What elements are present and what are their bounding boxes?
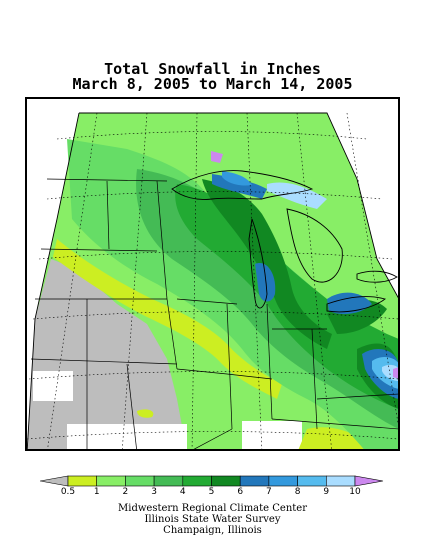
legend-swatch xyxy=(211,475,241,487)
legend-tick-label: 5 xyxy=(208,487,215,497)
legend-swatch xyxy=(268,475,298,487)
snowfall-zone-7-8 xyxy=(222,171,252,186)
color-scale-legend: 0.5 1 2 3 4 5 6 7 8 9 10 xyxy=(40,474,385,500)
snowfall-zone-5-6 xyxy=(202,179,332,349)
legend-tick-label: 6 xyxy=(237,487,244,497)
snowfall-zone-6-7 xyxy=(255,263,276,302)
state-boundaries xyxy=(30,178,398,449)
legend-swatch xyxy=(153,475,184,487)
legend-tick-label: 0.5 xyxy=(60,487,76,497)
snowfall-zone-0.5-1 xyxy=(137,409,154,418)
legend-swatch xyxy=(125,475,155,487)
no-data-patch xyxy=(33,371,73,401)
snowfall-zone-0.5-1 xyxy=(53,239,282,399)
legend-swatch xyxy=(67,475,98,487)
legend-swatch xyxy=(325,475,356,487)
credit-line3: Champaign, Illinois xyxy=(163,525,262,536)
snowfall-map xyxy=(25,97,400,451)
legend-swatch xyxy=(96,475,126,487)
legend-tick-label: 7 xyxy=(266,487,272,497)
legend-tick-label: 1 xyxy=(93,487,100,497)
legend-swatch xyxy=(297,475,327,487)
legend-tick-label: 3 xyxy=(151,487,157,497)
legend-tick-label: 10 xyxy=(349,487,361,497)
legend-swatch xyxy=(239,475,270,487)
legend-tick-label: 8 xyxy=(294,487,301,497)
map-title-line2: March 8, 2005 to March 14, 2005 xyxy=(72,75,353,93)
snowfall-zone-6-7 xyxy=(327,292,372,315)
legend-overflow-arrow xyxy=(354,475,384,487)
legend-tick-label: 9 xyxy=(323,487,330,497)
legend-swatch xyxy=(182,475,212,487)
coastlines xyxy=(27,112,398,449)
snowfall-zone-0.5-1 xyxy=(298,427,374,449)
legend-tick-label: 2 xyxy=(122,487,129,497)
snowfall-zone-10-plus xyxy=(211,151,223,163)
legend-tick-label: 4 xyxy=(179,487,186,497)
legend-underflow-arrow xyxy=(40,475,69,487)
snowfall-zone-trace xyxy=(27,259,187,449)
map-title-line1: Total Snowfall in Inches xyxy=(104,60,321,78)
snowfall-zone-10-plus xyxy=(393,367,398,379)
no-data-patch xyxy=(67,424,187,449)
credit-line1: Midwestern Regional Climate Center xyxy=(118,503,307,514)
no-data-patch xyxy=(242,421,302,449)
snowfall-zone-9-10 xyxy=(267,182,327,209)
credit-line2: Illinois State Water Survey xyxy=(144,514,281,525)
